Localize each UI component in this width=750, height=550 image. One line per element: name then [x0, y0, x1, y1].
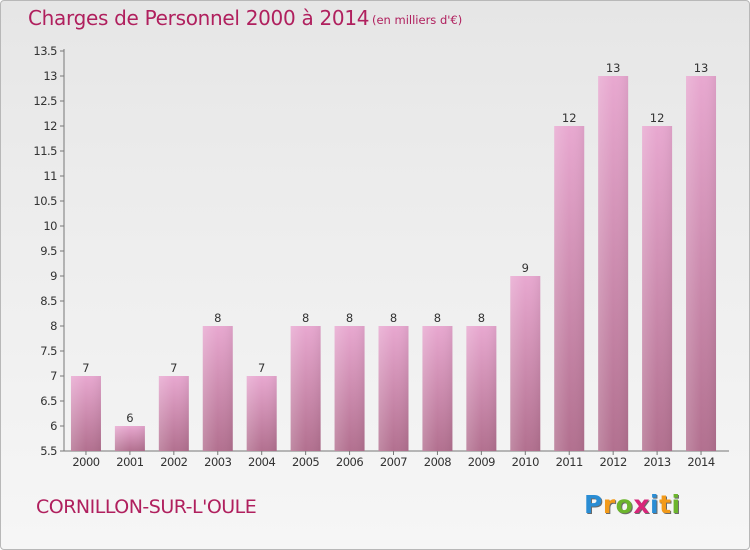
data-label-2013: 12: [650, 111, 665, 125]
bar-sheen-2012: [598, 76, 629, 451]
y-tick-label: 9.5: [40, 244, 57, 258]
data-label-2011: 12: [562, 111, 577, 125]
logo-letter: i: [671, 490, 681, 519]
y-tick-label: 5.5: [40, 444, 57, 458]
chart-title: Charges de Personnel 2000 à 2014: [28, 6, 370, 30]
data-label-2014: 13: [694, 61, 709, 75]
x-tick-label: 2003: [204, 455, 231, 469]
data-label-2007: 8: [390, 311, 397, 325]
logo-letter: t: [659, 490, 672, 519]
x-tick-label: 2006: [336, 455, 363, 469]
bar-sheen-2002: [158, 376, 189, 451]
commune-name: CORNILLON-SUR-L'OULE: [36, 496, 257, 518]
y-tick-label: 12.5: [33, 94, 57, 108]
data-label-2001: 6: [126, 411, 133, 425]
data-label-2002: 7: [170, 361, 177, 375]
bar-sheen-2000: [70, 376, 101, 451]
bar-sheen-2006: [334, 326, 365, 451]
bar-sheen-2003: [202, 326, 233, 451]
y-tick-label: 7.5: [40, 344, 57, 358]
bar-sheen-2005: [290, 326, 321, 451]
x-tick-label: 2001: [116, 455, 143, 469]
x-tick-label: 2002: [160, 455, 187, 469]
bar-sheen-2013: [642, 126, 673, 451]
y-tick-label: 8.5: [40, 294, 57, 308]
x-tick-label: 2012: [600, 455, 627, 469]
y-tick-label: 6: [50, 419, 57, 433]
x-tick-label: 2000: [72, 455, 99, 469]
logo-letter: r: [602, 490, 616, 519]
data-label-2006: 8: [346, 311, 353, 325]
x-tick-label: 2014: [687, 455, 714, 469]
y-tick-label: 13: [43, 69, 57, 83]
x-tick-label: 2010: [512, 455, 539, 469]
bar-sheen-2009: [466, 326, 497, 451]
data-label-2008: 8: [434, 311, 441, 325]
y-tick-label: 13.5: [33, 44, 57, 58]
bars: [70, 76, 717, 451]
data-labels: 7 6 7 8 7 8 8 8 8 8 9 12 13 12 13: [82, 61, 708, 425]
data-label-2005: 8: [302, 311, 309, 325]
x-tick-label: 2011: [556, 455, 583, 469]
y-tick-label: 11: [43, 169, 57, 183]
chart-subtitle: (en milliers d'€): [372, 13, 463, 27]
bar-sheen-2010: [510, 276, 541, 451]
bar-sheen-2007: [378, 326, 409, 451]
y-axis: 5.5 6 6.5 7 7.5 8 8.5 9 9.5 10 10.5 11 11.5 12 12.5 13 1…: [33, 44, 65, 458]
logo-letter: x: [633, 490, 650, 519]
logo-letter: o: [615, 490, 634, 519]
logo-letter: i: [650, 490, 660, 519]
y-tick-label: 9: [50, 269, 57, 283]
data-label-2000: 7: [82, 361, 89, 375]
data-label-2012: 13: [606, 61, 621, 75]
bar-sheen-2001: [114, 426, 145, 451]
data-label-2009: 8: [478, 311, 485, 325]
y-tick-label: 8: [50, 319, 57, 333]
bar-sheen-2011: [554, 126, 585, 451]
y-tick-label: 11.5: [33, 144, 57, 158]
logo-letter: P: [584, 490, 603, 519]
y-tick-label: 12: [43, 119, 57, 133]
x-tick-label: 2007: [380, 455, 407, 469]
x-tick-label: 2009: [468, 455, 495, 469]
bar-sheen-2004: [246, 376, 277, 451]
proxiti-logo[interactable]: Proxiti: [584, 490, 681, 519]
y-tick-label: 10.5: [33, 194, 57, 208]
x-tick-label: 2005: [292, 455, 319, 469]
data-label-2004: 7: [258, 361, 265, 375]
x-tick-label: 2004: [248, 455, 275, 469]
data-label-2010: 9: [522, 261, 529, 275]
x-tick-label: 2013: [643, 455, 670, 469]
data-label-2003: 8: [214, 311, 221, 325]
x-tick-label: 2008: [424, 455, 451, 469]
y-tick-label: 10: [43, 219, 57, 233]
bar-sheen-2008: [422, 326, 453, 451]
y-tick-label: 6.5: [40, 394, 57, 408]
x-axis: 2000 2001 2002 2003 2004 2005 2006 2007 2008 2009…: [64, 450, 729, 469]
bar-sheen-2014: [686, 76, 717, 451]
y-tick-label: 7: [50, 369, 57, 383]
